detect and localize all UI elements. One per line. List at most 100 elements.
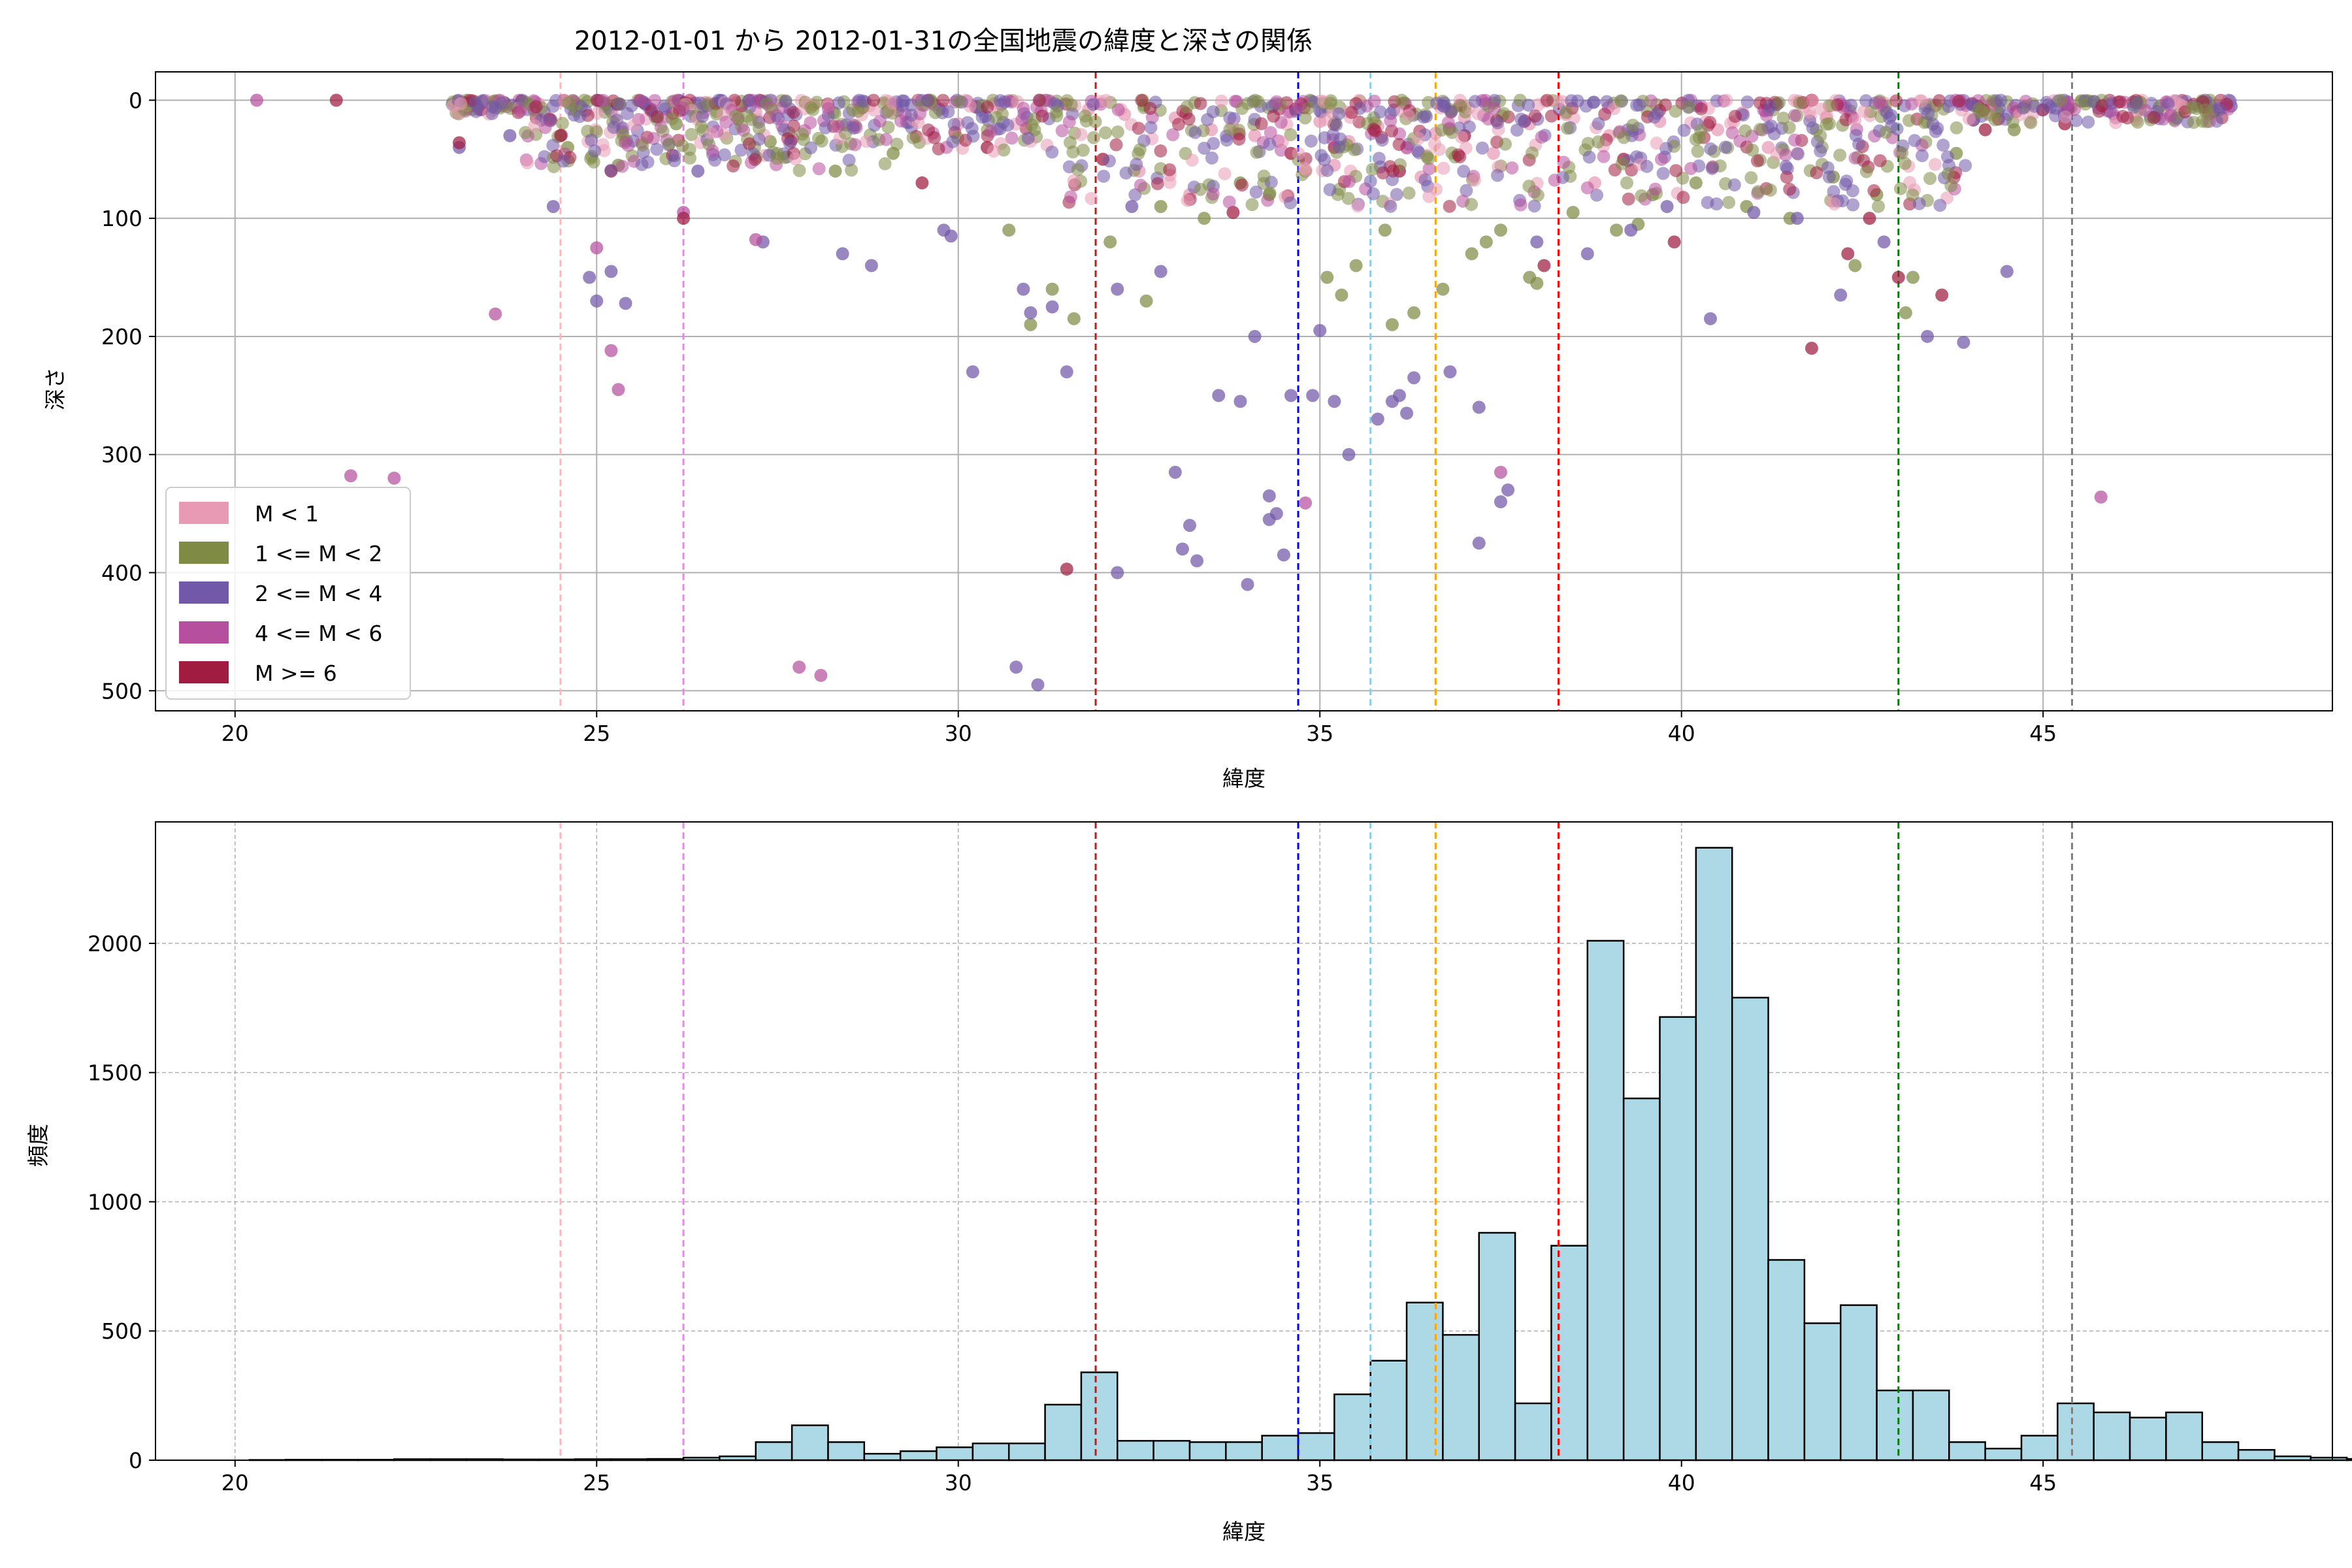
histogram-bar (1442, 1333, 1480, 1462)
scatter-point (1691, 144, 1705, 158)
histogram-bar (1333, 1393, 1371, 1462)
scatter-point (1175, 542, 1189, 556)
scatter-point (1624, 223, 1638, 237)
scatter-point (1326, 128, 1340, 142)
scatter-point (2068, 103, 2082, 116)
scatter-point (1704, 312, 1717, 325)
scatter-point (752, 133, 766, 146)
scatter-point (1024, 318, 1037, 331)
scatter-point (815, 134, 828, 148)
scatter-point (1343, 174, 1356, 188)
scatter-point (1889, 94, 1903, 108)
scatter-point (1371, 412, 1384, 426)
scatter-point (1437, 161, 1450, 175)
scatter-point (1852, 137, 1866, 151)
histogram-bar (2165, 1411, 2203, 1462)
scatter-point (1367, 122, 1380, 136)
scatter-point (832, 120, 845, 133)
histogram-bar (1948, 1441, 1986, 1462)
scatter-point (928, 106, 942, 120)
scatter-point (1814, 129, 1827, 142)
scatter-point (987, 144, 1000, 158)
scatter-point (1571, 94, 1584, 108)
scatter-point (1921, 107, 1935, 121)
scatter-point (662, 137, 676, 151)
scatter-point (1064, 98, 1078, 112)
scatter-point (1779, 148, 1793, 162)
scatter-point (1494, 465, 1507, 479)
scatter-point (329, 93, 343, 107)
scatter-point (2053, 93, 2067, 107)
scatter-point (1916, 149, 1929, 163)
scatter-point (1064, 190, 1077, 204)
scatter-point (1923, 172, 1937, 186)
scatter-point (612, 383, 625, 397)
x-tick-label: 25 (583, 1470, 610, 1495)
scatter-point (1262, 513, 1276, 527)
scatter-point (1590, 188, 1604, 202)
scatter-point (1975, 104, 1989, 118)
scatter-point (1422, 162, 1436, 176)
scatter-point (1099, 126, 1113, 140)
scatter-point (489, 307, 502, 321)
scatter-point (1472, 400, 1486, 414)
scatter-point (648, 93, 662, 107)
scatter-point (1891, 270, 1905, 284)
scatter-point (503, 129, 517, 142)
scatter-point (1284, 196, 1298, 210)
scatter-point (1841, 247, 1855, 261)
x-tick-label: 30 (945, 1470, 972, 1495)
scatter-point (1873, 154, 1887, 167)
scatter-point (717, 148, 731, 162)
scatter-point (1076, 144, 1090, 157)
scatter-point (1903, 176, 1917, 189)
scatter-point (1050, 109, 1064, 123)
scatter-point (1848, 259, 1862, 272)
scatter-point (828, 164, 842, 178)
scatter-point (596, 93, 610, 107)
scatter-point (1342, 448, 1356, 461)
scatter-point (1921, 329, 1935, 343)
scatter-point (719, 115, 733, 129)
scatter-point (1722, 195, 1736, 209)
scatter-point (704, 126, 718, 140)
scatter-point (1933, 199, 1947, 212)
scatter-point (1522, 179, 1536, 193)
scatter-point (1822, 170, 1836, 184)
histogram-y-ticks: 0 500 1000 1500 2000 (88, 931, 155, 1473)
scatter-point (1364, 174, 1377, 188)
histogram-bar (2129, 1416, 2167, 1462)
scatter-point (1005, 131, 1019, 145)
scatter-point (1457, 165, 1471, 178)
scatter-point (1494, 495, 1507, 509)
y-tick-label: 1000 (88, 1189, 142, 1215)
scatter-point (1763, 183, 1777, 197)
histogram-bar (1044, 1403, 1083, 1462)
scatter-point (1128, 188, 1142, 202)
scatter-point (1929, 125, 1942, 139)
scatter-point (696, 110, 710, 123)
scatter-point (1241, 97, 1254, 110)
scatter-point (984, 125, 998, 139)
scatter-point (2069, 114, 2083, 127)
scatter-point (2130, 96, 2144, 110)
scatter-point (1345, 106, 1358, 120)
scatter-point (683, 151, 696, 165)
scatter-point (1194, 97, 1207, 110)
scatter-point (2059, 110, 2072, 123)
scatter-point (1045, 145, 1059, 159)
scatter-point (1514, 198, 1527, 212)
scatter-point (1728, 110, 1742, 123)
scatter-point (557, 154, 570, 168)
histogram-bar (1261, 1435, 1299, 1462)
scatter-point (1669, 164, 1683, 178)
scatter-point (1168, 465, 1182, 479)
scatter-point (1676, 191, 1690, 204)
scatter-point (1144, 121, 1158, 135)
scatter-point (1375, 133, 1389, 147)
scatter-point (1581, 137, 1595, 150)
scatter-point (1499, 137, 1512, 151)
scatter-point (1067, 312, 1081, 325)
scatter-point (1154, 265, 1168, 278)
